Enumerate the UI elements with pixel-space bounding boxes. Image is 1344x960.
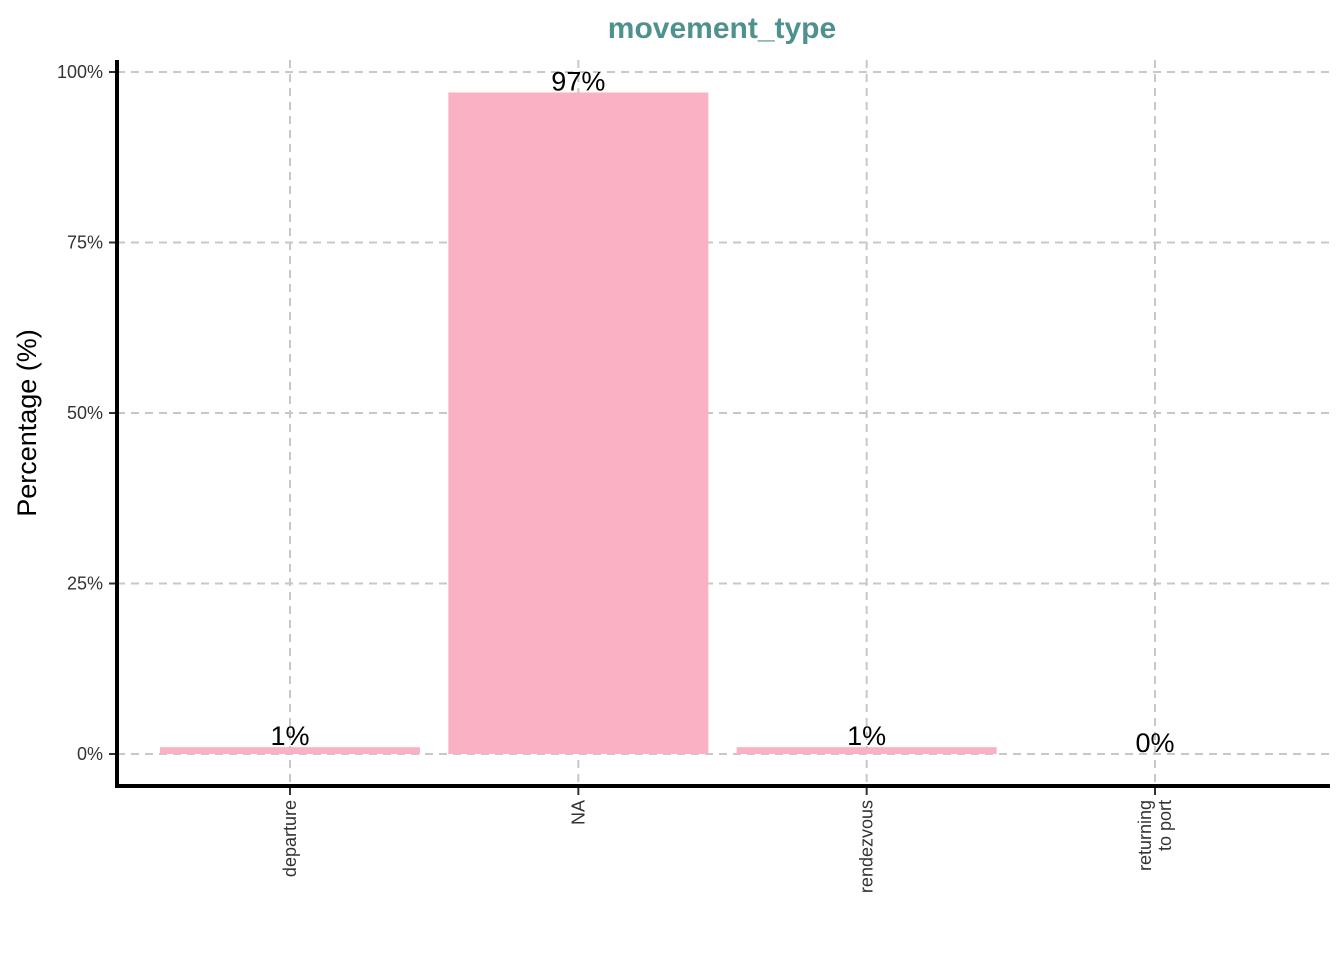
y-axis-label: Percentage (%) <box>12 329 42 517</box>
x-axis-ticks: departure NA rendezvous returning to port <box>280 788 1175 893</box>
bar-0 <box>160 747 420 754</box>
chart-title: movement_type <box>608 12 836 45</box>
bar-2 <box>736 747 997 754</box>
y-axis-ticks: 0% 25% 50% 75% 100% <box>57 62 115 764</box>
y-tick-label-4: 100% <box>57 62 103 82</box>
x-tick-label-1: NA <box>568 800 588 825</box>
bar-value-label-2: 1% <box>847 721 886 751</box>
x-tick-label-line-1-0: NA <box>568 800 588 825</box>
x-tick-label-2: rendezvous <box>857 800 877 893</box>
bars <box>160 92 997 754</box>
y-tick-label-1: 25% <box>67 574 103 594</box>
bar-value-labels: 1% 97% 1% 0% <box>270 66 1174 758</box>
x-tick-label-line-2-0: rendezvous <box>857 800 877 893</box>
x-tick-label-line-3-0: returning <box>1135 800 1155 871</box>
x-tick-label-line-0-0: departure <box>280 800 300 877</box>
bar-value-label-1: 97% <box>551 66 605 96</box>
y-tick-label-0: 0% <box>77 744 103 764</box>
axes <box>115 60 1330 788</box>
gridlines <box>117 60 1330 786</box>
x-tick-label-0: departure <box>280 800 300 877</box>
y-tick-label-2: 50% <box>67 403 103 423</box>
x-tick-label-line-3-1: to port <box>1155 800 1175 851</box>
x-tick-label-3: returning to port <box>1135 800 1175 871</box>
y-tick-label-3: 75% <box>67 233 103 253</box>
bar-1 <box>448 92 709 754</box>
bar-value-label-3: 0% <box>1135 728 1174 758</box>
bar-value-label-0: 1% <box>270 721 309 751</box>
